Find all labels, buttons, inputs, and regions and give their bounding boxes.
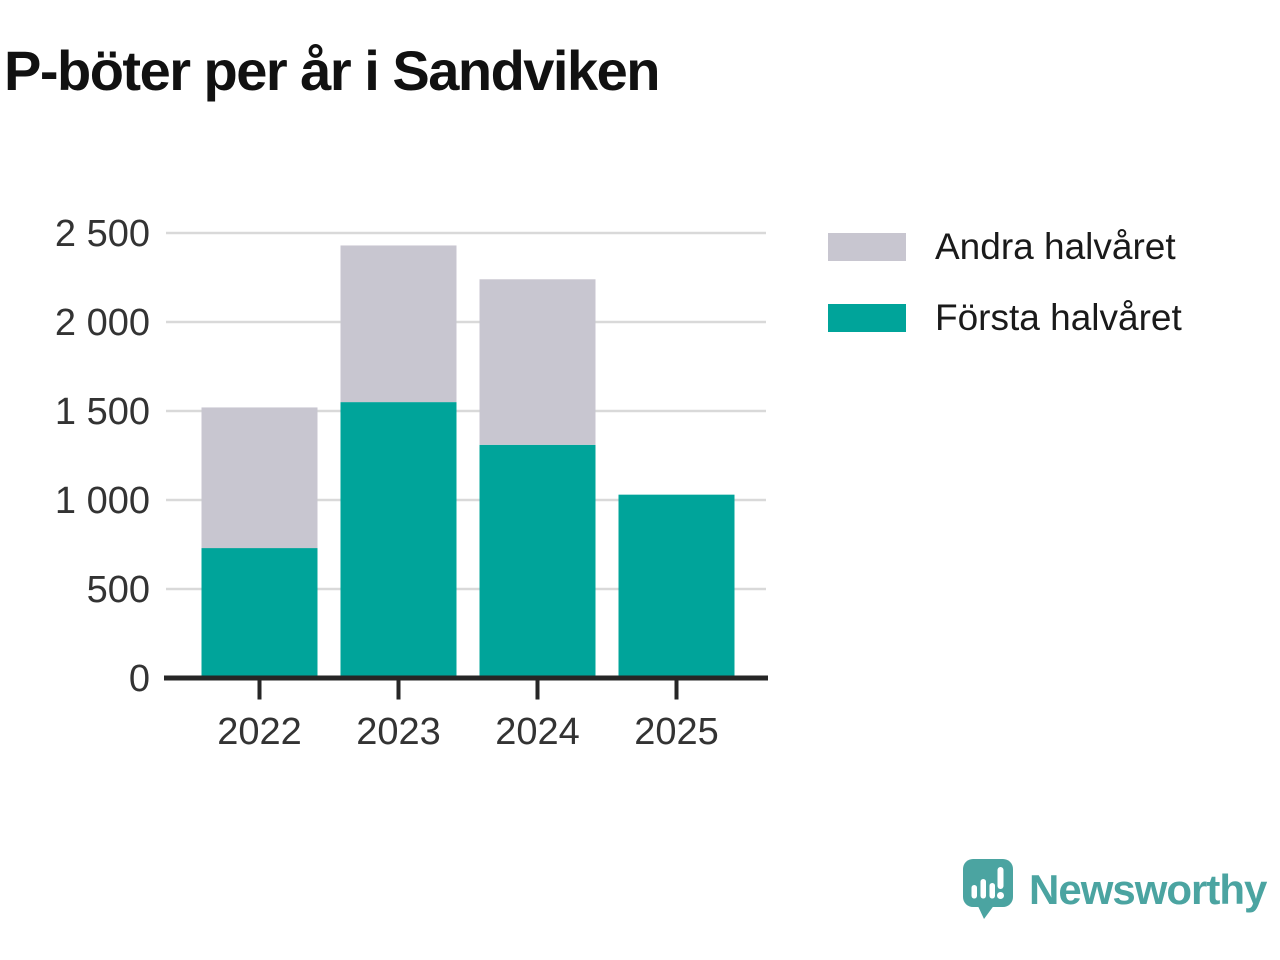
- x-axis-label-2025: 2025: [634, 711, 719, 753]
- legend-label-forsta: Första halvåret: [935, 297, 1182, 338]
- bar-2025-forsta-halvaret: [618, 494, 735, 678]
- y-axis-label-1000: 1 000: [55, 480, 150, 522]
- legend-label-andra: Andra halvåret: [935, 226, 1176, 267]
- bar-2023-forsta-halvaret: [340, 402, 457, 678]
- y-axis-label-2500: 2 500: [55, 213, 150, 255]
- legend-swatch-andra: [828, 233, 906, 261]
- x-axis-label-2022: 2022: [217, 711, 302, 753]
- y-axis-label-1500: 1 500: [55, 391, 150, 433]
- x-axis-label-2023: 2023: [356, 711, 441, 753]
- chart-title: P-böter per år i Sandviken: [4, 39, 660, 102]
- bar-2024-andra-halvaret: [479, 279, 596, 445]
- newsworthy-wordmark: Newsworthy: [1029, 866, 1267, 913]
- bar-2024-forsta-halvaret: [479, 444, 596, 678]
- x-axis-label-2024: 2024: [495, 711, 580, 753]
- bar-2022-forsta-halvaret: [201, 548, 318, 678]
- bar-2022-andra-halvaret: [201, 407, 318, 549]
- legend-item-andra-halvaret: Andra halvåret: [828, 226, 1182, 268]
- y-axis-label-500: 500: [87, 569, 150, 611]
- chart-legend: Andra halvåret Första halvåret: [828, 226, 1182, 339]
- legend-item-forsta-halvaret: Första halvåret: [828, 297, 1182, 339]
- y-axis-label-0: 0: [129, 658, 150, 700]
- legend-swatch-forsta: [828, 304, 906, 332]
- newsworthy-branding: Newsworthy: [962, 858, 1267, 922]
- y-axis-label-2000: 2 000: [55, 302, 150, 344]
- newsworthy-logo-icon: [963, 859, 1013, 919]
- bar-2023-andra-halvaret: [340, 245, 457, 403]
